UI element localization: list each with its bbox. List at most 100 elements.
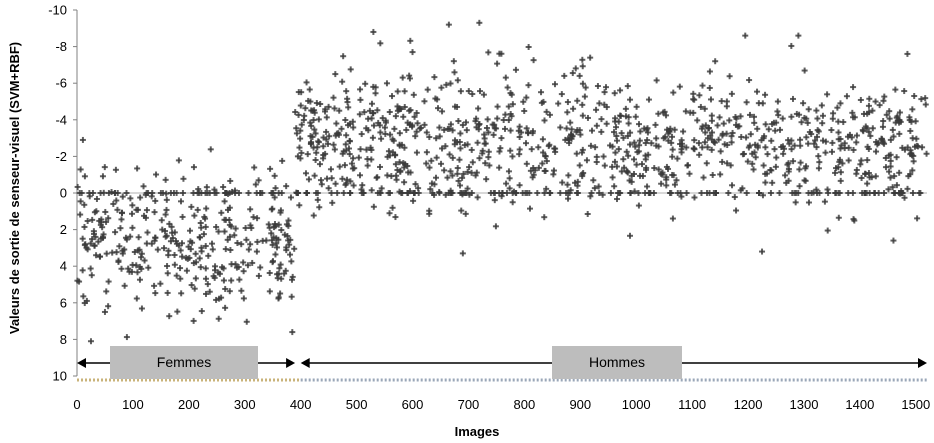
- data-point: [525, 44, 532, 51]
- data-point: [565, 135, 572, 142]
- data-point: [338, 125, 345, 132]
- data-point: [171, 261, 178, 268]
- data-point: [790, 158, 797, 165]
- data-point: [473, 169, 480, 176]
- data-point: [762, 179, 769, 186]
- data-point: [247, 222, 254, 229]
- data-point: [669, 171, 676, 178]
- data-point: [413, 128, 420, 135]
- data-point: [310, 212, 317, 219]
- data-point: [507, 147, 514, 154]
- data-point: [502, 111, 509, 118]
- data-point: [339, 78, 346, 85]
- data-point: [458, 207, 465, 214]
- data-point: [576, 162, 583, 169]
- data-point: [213, 296, 220, 303]
- data-point: [705, 125, 712, 132]
- data-point: [777, 126, 784, 133]
- data-point: [643, 164, 650, 171]
- data-point: [103, 288, 110, 295]
- data-point: [424, 86, 431, 93]
- data-point: [643, 126, 650, 133]
- data-point: [137, 194, 144, 201]
- data-point: [491, 121, 498, 128]
- data-point: [691, 146, 698, 153]
- data-point: [800, 100, 807, 107]
- x-tick-label: 0: [73, 397, 80, 412]
- data-point: [882, 154, 889, 161]
- data-point: [455, 118, 462, 125]
- data-point: [759, 248, 766, 255]
- data-point: [398, 190, 405, 196]
- data-point: [526, 205, 533, 212]
- data-point: [222, 216, 229, 223]
- data-point: [427, 186, 434, 193]
- data-point: [683, 190, 690, 196]
- data-point: [328, 175, 335, 182]
- data-point: [889, 184, 896, 191]
- data-point: [277, 290, 284, 297]
- data-point: [196, 234, 203, 241]
- data-point: [498, 50, 505, 57]
- data-point: [105, 303, 112, 310]
- data-point: [166, 220, 173, 227]
- data-point: [287, 251, 294, 258]
- data-point: [405, 169, 412, 176]
- data-point: [579, 171, 586, 178]
- data-point: [883, 111, 890, 118]
- data-point: [87, 240, 94, 247]
- data-point: [763, 170, 770, 177]
- data-point: [691, 137, 698, 144]
- data-point: [451, 69, 458, 76]
- data-point: [774, 98, 781, 105]
- data-point: [307, 119, 314, 126]
- data-point: [119, 250, 126, 257]
- x-tick-label: 1100: [678, 397, 706, 412]
- data-point: [593, 153, 600, 160]
- data-point: [134, 165, 141, 172]
- data-point: [252, 181, 259, 188]
- data-point: [133, 206, 140, 213]
- data-point: [99, 224, 106, 231]
- data-point: [469, 91, 476, 98]
- data-point: [796, 183, 803, 190]
- data-point: [541, 214, 548, 221]
- data-point: [79, 136, 86, 143]
- data-point: [163, 232, 170, 239]
- data-point: [866, 95, 873, 102]
- data-point: [814, 133, 821, 140]
- data-point: [913, 135, 920, 142]
- data-point: [213, 190, 220, 196]
- data-point: [412, 181, 419, 188]
- data-point: [716, 114, 723, 121]
- data-point: [285, 217, 292, 224]
- data-point: [323, 128, 330, 135]
- data-point: [893, 114, 900, 121]
- data-point: [121, 246, 128, 253]
- data-point: [727, 162, 734, 169]
- data-point: [215, 269, 222, 276]
- data-point: [504, 84, 511, 91]
- data-point: [342, 181, 349, 188]
- data-point: [708, 117, 715, 124]
- data-point: [165, 252, 172, 259]
- data-point: [374, 174, 381, 181]
- data-point: [569, 70, 576, 77]
- data-point: [909, 190, 916, 196]
- data-point: [566, 140, 573, 147]
- data-point: [344, 95, 351, 102]
- data-point: [331, 146, 338, 153]
- data-point: [886, 108, 893, 115]
- data-point: [645, 96, 652, 103]
- data-point: [704, 144, 711, 151]
- data-point: [255, 272, 262, 279]
- data-point: [644, 183, 651, 190]
- data-point: [331, 105, 338, 112]
- data-point: [686, 170, 693, 177]
- data-point: [829, 115, 836, 122]
- data-point: [543, 108, 550, 115]
- data-point: [203, 290, 210, 297]
- data-point: [910, 158, 917, 165]
- data-point: [240, 295, 247, 302]
- data-point: [642, 140, 649, 147]
